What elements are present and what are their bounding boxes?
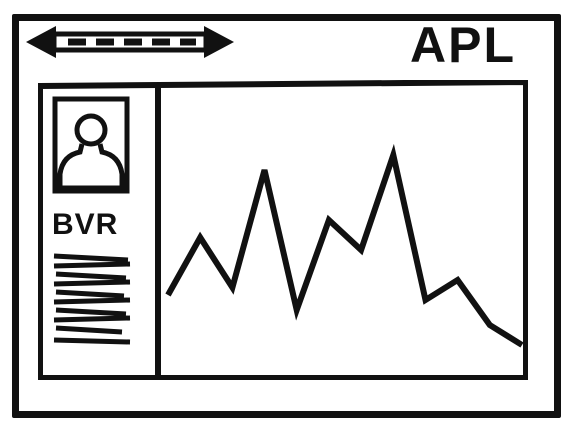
content-panel: BVR: [38, 80, 528, 380]
price-chart: [158, 80, 528, 380]
content-border: [38, 80, 528, 380]
price-series-line: [165, 143, 524, 348]
user-name-label: BVR: [52, 208, 119, 241]
double-arrow-icon[interactable]: [20, 22, 240, 62]
profile-sidebar: BVR: [38, 80, 158, 380]
ticker-symbol: APL: [410, 17, 516, 73]
price-chart-svg: [165, 143, 524, 348]
bio-text-lines: [53, 253, 131, 345]
user-avatar-icon[interactable]: [52, 96, 130, 194]
